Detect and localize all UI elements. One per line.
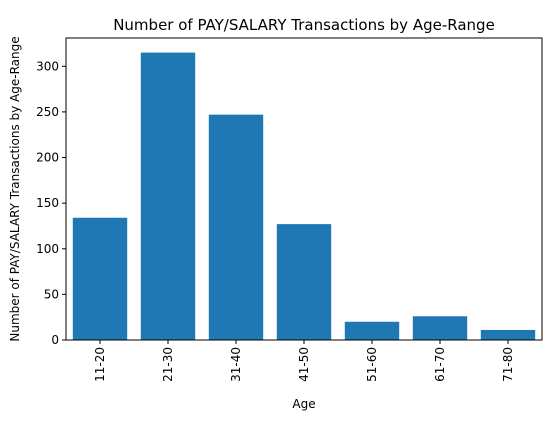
x-tick-label: 51-60 xyxy=(365,347,379,382)
plot-frame xyxy=(65,37,543,341)
y-axis-label: Number of PAY/SALARY Transactions by Age… xyxy=(8,36,22,341)
bar-61-70 xyxy=(412,316,468,340)
x-tick-label: 31-40 xyxy=(229,347,243,382)
x-tick-label: 21-30 xyxy=(161,347,175,382)
bar-71-80 xyxy=(480,329,536,340)
bar-41-50 xyxy=(276,224,332,340)
y-tick-label: 250 xyxy=(36,105,59,119)
y-axis-ticks: 0 50 100 150 200 250 300 xyxy=(36,59,66,347)
bar-31-40 xyxy=(208,114,264,340)
x-tick-label: 41-50 xyxy=(297,347,311,382)
y-tick-label: 50 xyxy=(44,287,59,301)
x-axis-ticks: 11-20 21-30 31-40 41-50 51-60 61-70 71-80 xyxy=(93,340,515,382)
bar-group xyxy=(72,52,536,340)
bar-11-20 xyxy=(72,217,128,340)
y-tick-label: 100 xyxy=(36,242,59,256)
y-tick-label: 300 xyxy=(36,59,59,73)
y-tick-label: 150 xyxy=(36,196,59,210)
y-tick-label: 200 xyxy=(36,151,59,165)
y-tick-label: 0 xyxy=(51,333,59,347)
x-tick-label: 11-20 xyxy=(93,347,107,382)
x-axis-label: Age xyxy=(292,397,315,411)
chart-title: Number of PAY/SALARY Transactions by Age… xyxy=(113,16,495,34)
bar-21-30 xyxy=(140,52,196,340)
x-tick-label: 71-80 xyxy=(501,347,515,382)
x-tick-label: 61-70 xyxy=(433,347,447,382)
bar-51-60 xyxy=(344,321,400,340)
